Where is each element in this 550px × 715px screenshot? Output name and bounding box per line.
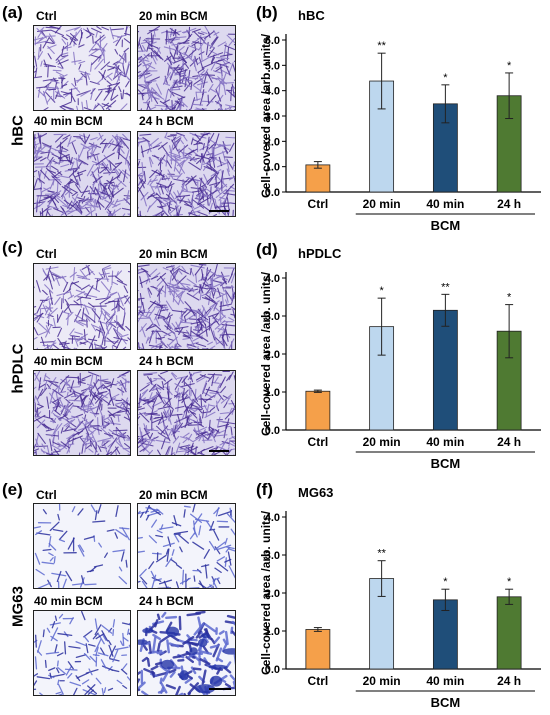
micrograph-hbc-40min	[33, 131, 131, 217]
image-caption-40min: 40 min BCM	[34, 594, 103, 608]
y-tick-label: 1.0	[265, 387, 280, 399]
image-caption-ctrl: Ctrl	[36, 9, 57, 23]
bar-chart-hbc: hBC Cell-covered area /arb. units/0.0 1.0 2…	[259, 8, 541, 233]
y-tick-label: 0.0	[265, 187, 280, 199]
y-tick-label: 0.0	[265, 425, 280, 437]
y-tick-label: 3.0	[265, 311, 280, 323]
x-axis-group-label: BCM	[431, 695, 461, 710]
x-tick-label: 24 h	[497, 435, 521, 449]
image-caption-ctrl: Ctrl	[36, 488, 57, 502]
x-tick-label: Ctrl	[308, 435, 329, 449]
bar-chart-mg63: MG63 Cell-covered area /arb. units/0.0 1.0…	[259, 485, 541, 710]
bar	[305, 164, 331, 193]
micrograph-mg63-40min	[33, 610, 131, 696]
panel-label-a: (a)	[2, 3, 23, 22]
micrograph-hbc-ctrl	[33, 25, 131, 111]
y-tick-label: 4.0	[265, 512, 280, 524]
image-caption-24h: 24 h BCM	[139, 594, 194, 608]
y-tick-label: 4.0	[265, 86, 280, 98]
row-label-hpdlc: hPDLC	[9, 343, 27, 394]
bar	[305, 390, 331, 431]
image-caption-24h: 24 h BCM	[139, 354, 194, 368]
bar	[496, 596, 522, 670]
micrograph-mg63-ctrl	[33, 503, 131, 589]
significance-marker: *	[443, 72, 448, 84]
row-label-hbc: hBC	[9, 115, 27, 146]
significance-marker: **	[377, 548, 386, 560]
significance-marker: **	[441, 281, 450, 293]
bar	[432, 599, 458, 670]
micrograph-hbc-24h	[137, 131, 236, 217]
chart-title: hPDLC	[298, 246, 342, 261]
scale-bar	[209, 450, 229, 452]
micrograph-mg63-24h	[137, 610, 236, 696]
image-caption-40min: 40 min BCM	[34, 114, 103, 128]
significance-marker: *	[507, 576, 512, 588]
x-tick-label: Ctrl	[308, 197, 329, 211]
micrograph-hpdlc-24h	[137, 370, 236, 456]
x-tick-label: 20 min	[363, 435, 401, 449]
y-axis-label: Cell-covered area /arb. units/	[259, 510, 273, 675]
image-caption-20min: 20 min BCM	[139, 9, 208, 23]
significance-marker: *	[379, 285, 384, 297]
chart-title: MG63	[298, 485, 333, 500]
bar	[432, 309, 458, 431]
x-tick-label: 24 h	[497, 197, 521, 211]
panel-label-f: (f)	[256, 480, 273, 499]
image-caption-24h: 24 h BCM	[139, 114, 194, 128]
x-tick-label: 20 min	[363, 197, 401, 211]
row-label-mg63: MG63	[9, 586, 27, 627]
x-tick-label: 20 min	[363, 674, 401, 688]
scale-bar	[209, 210, 229, 212]
image-caption-20min: 20 min BCM	[139, 488, 208, 502]
y-tick-label: 1.0	[265, 162, 280, 174]
micrograph-mg63-20min	[137, 503, 236, 589]
x-tick-label: 40 min	[426, 674, 464, 688]
micrograph-hpdlc-ctrl	[33, 263, 131, 350]
y-tick-label: 6.0	[265, 35, 280, 47]
image-caption-ctrl: Ctrl	[36, 247, 57, 261]
image-caption-40min: 40 min BCM	[34, 354, 103, 368]
chart-title: hBC	[298, 8, 325, 23]
micrograph-hbc-20min	[137, 25, 236, 111]
y-tick-label: 4.0	[265, 273, 280, 285]
y-axis-label: Cell-covered area /arb. units/	[259, 33, 273, 198]
micrograph-hpdlc-20min	[137, 263, 236, 350]
y-tick-label: 5.0	[265, 60, 280, 72]
y-tick-label: 1.0	[265, 626, 280, 638]
x-tick-label: 40 min	[426, 435, 464, 449]
panel-label-c: (c)	[2, 238, 23, 257]
significance-marker: *	[507, 60, 512, 72]
y-tick-label: 0.0	[265, 664, 280, 676]
y-tick-label: 2.0	[265, 136, 280, 148]
y-tick-label: 2.0	[265, 349, 280, 361]
panel-label-b: (b)	[256, 3, 278, 22]
y-tick-label: 3.0	[265, 111, 280, 123]
scale-bar	[209, 688, 231, 690]
significance-marker: *	[507, 292, 512, 304]
bar-chart-hpdlc: hPDLC Cell-covered area /arb. units/0.0 1.…	[259, 246, 541, 471]
y-tick-label: 2.0	[265, 588, 280, 600]
significance-marker: *	[443, 576, 448, 588]
y-axis-label: Cell-covered area /arb. units/	[259, 271, 273, 436]
significance-marker: **	[377, 40, 386, 52]
x-tick-label: 40 min	[426, 197, 464, 211]
panel-label-e: (e)	[2, 480, 23, 499]
x-axis-group-label: BCM	[431, 456, 461, 471]
x-tick-label: 24 h	[497, 674, 521, 688]
x-axis-group-label: BCM	[431, 218, 461, 233]
micrograph-hpdlc-40min	[33, 370, 131, 456]
y-tick-label: 3.0	[265, 550, 280, 562]
x-tick-label: Ctrl	[308, 674, 329, 688]
bar	[305, 629, 331, 670]
image-caption-20min: 20 min BCM	[139, 247, 208, 261]
panel-label-d: (d)	[256, 240, 278, 259]
